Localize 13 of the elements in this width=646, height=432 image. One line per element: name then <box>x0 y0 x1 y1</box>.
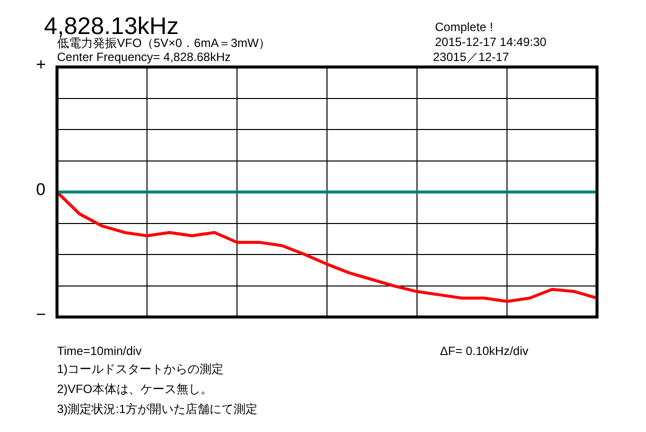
text: − <box>36 305 46 324</box>
text: 0 <box>36 180 46 199</box>
text: 3)測定状況:1方が開いた店舗にて測定 <box>57 402 258 416</box>
text: 2015-12-17 14:49:30 <box>435 35 546 49</box>
text: Complete ! <box>435 20 494 34</box>
text: Center Frequency= 4,828.68kHz <box>57 50 231 64</box>
text: 2)VFO本体は、ケース無し。 <box>57 382 212 396</box>
text: 1)コールドスタートからの測定 <box>57 362 224 376</box>
text: ΔF= 0.10kHz/div <box>440 344 528 358</box>
text: + <box>36 55 46 74</box>
text: Time=10min/div <box>57 344 142 358</box>
chart-subtitle: 低電力発振VFO（5V×0．6mA＝3mW） <box>57 36 271 50</box>
text: 23015／12-17 <box>433 50 510 64</box>
